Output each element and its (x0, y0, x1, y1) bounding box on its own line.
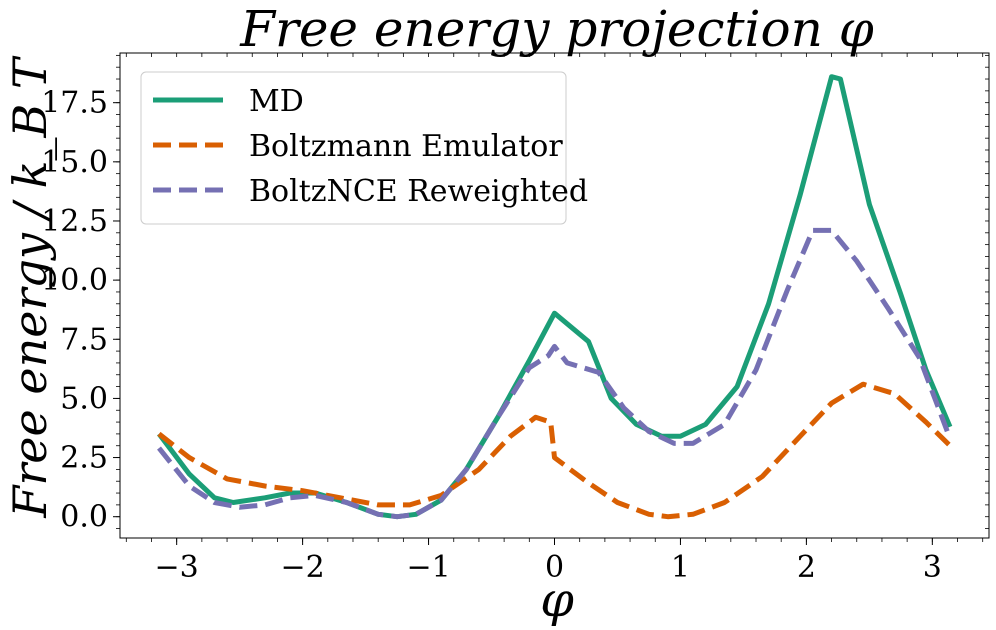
y-tick-label: 5.0 (60, 381, 108, 416)
x-tick-label: 1 (671, 550, 690, 585)
legend-box (140, 71, 567, 225)
x-axis-label: φ (540, 572, 574, 628)
x-tick-label: −3 (155, 550, 199, 585)
chart-title: Free energy projection φ (239, 0, 874, 58)
legend-label-boltznce-reweighted: BoltzNCE Reweighted (249, 174, 588, 209)
y-tick-label: 15.0 (41, 145, 108, 180)
x-tick-label: −2 (280, 550, 324, 585)
x-axis-ticks: −3 −2 −1 0 1 2 3 (155, 538, 942, 585)
series-line-boltzmann-emulator (157, 381, 952, 520)
series-line-md (157, 74, 953, 520)
series-line-boltznce-reweighted (157, 227, 953, 520)
y-tick-label: 0.0 (60, 500, 108, 535)
y-tick-label: 12.5 (41, 204, 108, 239)
y-tick-label: 10.0 (41, 263, 108, 298)
plot-frame (119, 52, 990, 539)
x-tick-label: 2 (797, 550, 816, 585)
legend: MD Boltzmann Emulator BoltzNCE Reweighted (140, 71, 588, 225)
legend-label-md: MD (249, 84, 304, 119)
series-lines (157, 74, 953, 520)
x-tick-label: 3 (923, 550, 942, 585)
y-tick-label: 17.5 (41, 86, 108, 121)
y-axis-label: Free energy / k_B T (3, 55, 57, 519)
legend-label-boltzmann-emulator: Boltzmann Emulator (249, 129, 563, 164)
x-tick-label: −1 (406, 550, 450, 585)
y-tick-label: 2.5 (60, 441, 108, 476)
x-tick-label: 0 (545, 550, 564, 585)
y-tick-label: 7.5 (60, 322, 108, 357)
y-axis-ticks: 0.0 2.5 5.0 7.5 10.0 12.5 15.0 17.5 (41, 86, 120, 535)
